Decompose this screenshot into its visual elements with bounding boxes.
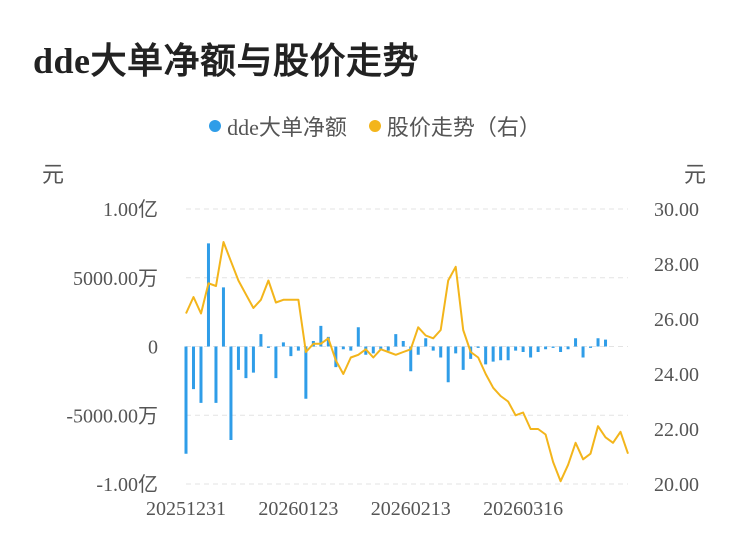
dde-bar [529,346,533,358]
x-axis-tick-label: 20251231 [146,498,226,520]
legend-item-price[interactable]: 股价走势（右） [368,110,541,142]
dde-bar [281,342,285,347]
dde-bar [604,339,608,347]
left-axis-tick-label: 0 [148,337,158,359]
dde-bar [221,287,225,347]
dde-bar [574,338,578,347]
price-line [185,241,629,483]
right-axis-tick-label: 28.00 [654,254,699,276]
dde-bar [544,346,548,350]
legend-label-price: 股价走势（右） [386,115,541,140]
dde-bar [334,346,338,368]
dde-bar [244,346,248,379]
dde-bar [461,346,465,370]
dde-bar [416,346,420,355]
dde-bar [349,346,353,351]
legend-marker-dde [209,120,222,132]
dde-bar [454,346,458,354]
left-axis-tick-label: -5000.00万 [66,405,158,427]
dde-bar [514,346,518,351]
dde-bar [259,334,263,347]
left-axis-tick-label: -1.00亿 [96,473,158,496]
dde-bar [191,346,195,390]
dde-bar [566,346,570,350]
legend-marker-price [368,120,381,132]
right-axis-tick-label: 30.00 [654,199,699,221]
dde-bar [394,334,398,347]
dde-bar [319,325,323,347]
dde-bar [236,346,240,370]
left-axis-tick-label: 1.00亿 [103,198,158,221]
dde-bar [491,346,495,362]
dde-bar [431,346,435,351]
dde-bar [401,341,405,347]
dde-bar [581,346,585,358]
legend: dde大单净额 股价走势（右） [0,110,750,142]
legend-item-dde[interactable]: dde大单净额 [209,110,347,142]
page-title: dde大单净额与股价走势 [33,41,420,81]
dde-bar [296,346,300,351]
dde-bar [476,346,480,348]
right-axis-unit: 元 [684,162,707,187]
dde-bar [371,346,375,354]
dde-bar [229,346,233,440]
dde-bar [409,346,413,372]
dde-bar [521,346,525,352]
dde-bar [251,346,255,373]
dde-bar [589,346,593,348]
dde-bar [379,346,383,350]
dde-bar [199,346,203,403]
right-axis-tick-label: 22.00 [654,419,699,441]
right-axis-tick-label: 26.00 [654,309,699,331]
x-axis-tick-label: 20260123 [258,498,338,520]
dde-bar [596,338,600,347]
dde-bar [439,346,443,358]
dde-bar [559,346,563,352]
dde-bar [484,346,488,365]
dde-bar [356,327,360,347]
dde-bar [304,346,308,399]
right-axis-tick-label: 24.00 [654,364,699,386]
dde-bar [424,338,428,347]
x-axis-tick-label: 20260213 [371,498,451,520]
left-axis-tick-label: 5000.00万 [73,268,158,290]
x-axis-tick-label: 20260316 [483,498,563,520]
dde-bar [536,346,540,352]
dde-bar [214,346,218,403]
dde-bar [506,346,510,361]
dde-bar [326,336,330,347]
dde-bar [499,346,503,361]
dde-bar [266,346,270,348]
legend-label-dde: dde大单净额 [227,115,347,140]
dde-bar [274,346,278,379]
dde-bar [184,346,188,454]
right-axis-tick-label: 20.00 [654,474,699,496]
dde-bar [206,243,210,347]
dde-bar [386,346,390,351]
dde-bar [446,346,450,383]
dde-bar [341,346,345,350]
dde-bar [289,346,293,357]
dde-bar [551,346,555,348]
left-axis-unit: 元 [42,162,65,187]
